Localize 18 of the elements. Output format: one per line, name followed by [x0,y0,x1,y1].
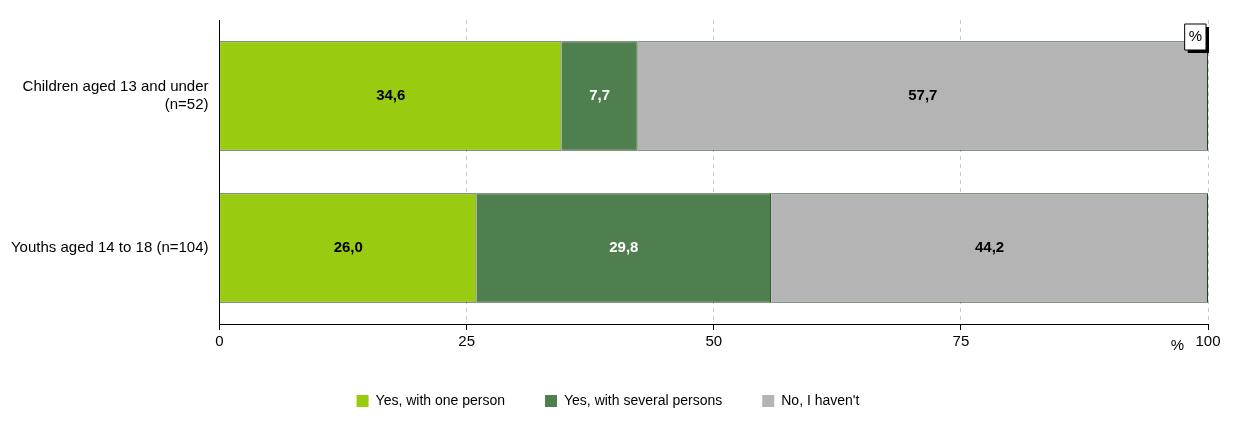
data-label: 26,0 [333,238,363,256]
data-label: 29,8 [609,238,639,256]
y-tick-label: Children aged 13 and under (n=52) [22,77,209,113]
x-tick-label: 50 [705,332,723,350]
x-tick-label: 25 [458,332,475,350]
x-tick-label: 75 [952,332,970,350]
x-axis-title: % [1170,335,1184,353]
x-tick-label: 100 [1195,332,1221,350]
x-tick-label: 0 [215,332,224,350]
legend-label: No, I haven't [781,391,860,408]
data-label: 57,7 [908,86,938,104]
legend-label: Yes, with several persons [564,391,723,408]
y-tick-label: Youths aged 14 to 18 (n=104) [11,238,209,256]
data-label: 34,6 [376,86,406,104]
legend-label: Yes, with one person [375,391,506,408]
data-label: 44,2 [974,238,1005,256]
data-label: 7,7 [589,86,611,104]
annotation: % [1188,27,1202,45]
